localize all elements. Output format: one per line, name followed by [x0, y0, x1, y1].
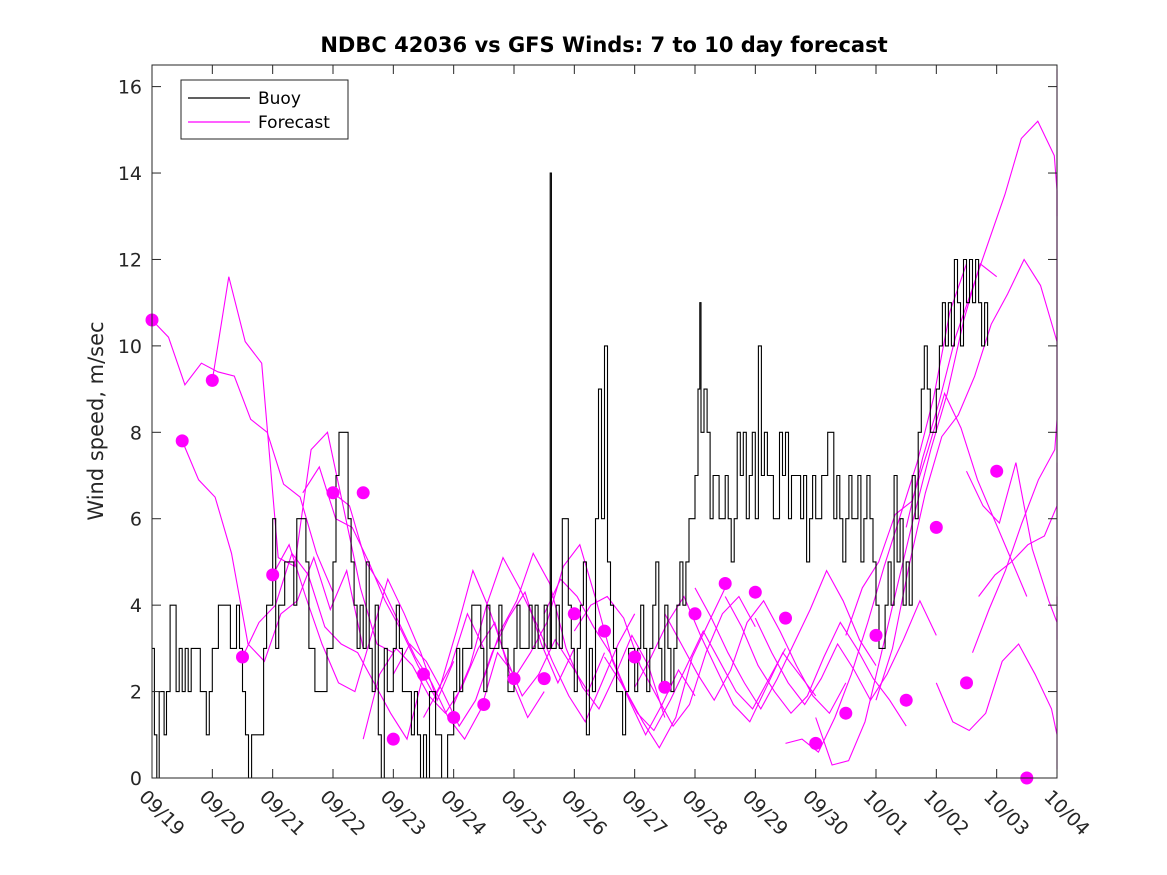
forecast-point: [236, 650, 249, 664]
y-tick-label: 12: [118, 249, 142, 271]
forecast-point: [266, 568, 280, 582]
x-tick-label: 09/24: [436, 786, 490, 840]
forecast-point: [658, 680, 672, 694]
forecast-line: [694, 569, 877, 710]
x-tick-label: 09/30: [798, 786, 852, 840]
y-tick-label: 6: [130, 509, 142, 531]
x-tick-label: 09/27: [617, 786, 671, 840]
forecast-line: [302, 465, 485, 698]
forecast-point: [688, 607, 702, 621]
forecast-point: [718, 577, 732, 590]
y-tick-label: 14: [118, 163, 142, 185]
x-tick-label: 09/21: [255, 786, 309, 840]
forecast-point: [537, 672, 551, 686]
forecast-line: [543, 578, 726, 749]
x-tick-label: 09/25: [496, 786, 550, 840]
chart-title: NDBC 42036 vs GFS Winds: 7 to 10 day for…: [320, 33, 887, 57]
forecast-point: [417, 667, 430, 681]
forecast-point: [899, 693, 913, 707]
forecast-points-layer: [145, 313, 1034, 785]
x-tick-label: 09/28: [677, 786, 731, 840]
forecast-line: [604, 629, 786, 732]
forecast-line: [724, 596, 907, 727]
buoy-line: [152, 172, 989, 779]
forecast-point: [628, 650, 642, 664]
forecast-point: [356, 486, 370, 500]
legend-box: [180, 79, 349, 140]
forecast-point: [929, 520, 943, 534]
forecast-point: [809, 736, 823, 750]
x-tick-label: 09/22: [315, 786, 369, 840]
forecast-point: [869, 628, 883, 642]
forecast-point: [447, 711, 461, 724]
forecast-point: [326, 486, 340, 500]
y-tick-label: 4: [130, 595, 142, 617]
y-axis-label: Wind speed, m/sec: [84, 321, 108, 520]
y-tick-label: 2: [130, 682, 142, 704]
forecast-line: [815, 262, 998, 766]
x-tick-label: 10/03: [979, 786, 1033, 840]
forecast-line: [754, 599, 937, 706]
legend-forecast-label: Forecast: [258, 113, 330, 133]
legend-buoy-label: Buoy: [258, 89, 301, 109]
forecast-point: [477, 698, 491, 711]
y-tick-label: 16: [118, 77, 142, 99]
forecast-line: [664, 599, 847, 715]
x-tick-label: 09/29: [738, 786, 792, 840]
x-tick-label: 10/04: [1039, 786, 1093, 840]
forecast-point: [507, 672, 521, 686]
y-axis: 0 2 4 6 8 10 12 14 16: [118, 77, 1057, 790]
x-tick-label: 09/23: [376, 786, 430, 840]
x-tick-label: 10/01: [858, 786, 912, 840]
forecast-point: [567, 607, 581, 621]
forecast-point: [779, 611, 792, 625]
y-tick-label: 0: [130, 768, 142, 790]
forecast-point: [990, 464, 1004, 478]
forecast-point: [205, 373, 219, 387]
forecast-point: [748, 585, 762, 599]
forecast-point: [386, 732, 400, 746]
forecast-point: [175, 434, 189, 448]
forecast-point: [960, 676, 973, 690]
y-tick-label: 10: [118, 336, 142, 358]
x-tick-label: 09/19: [134, 786, 188, 840]
forecast-line: [211, 276, 394, 654]
y-tick-label: 8: [130, 422, 142, 444]
x-tick-label: 09/20: [195, 786, 249, 840]
x-tick-label: 09/26: [557, 786, 611, 840]
forecast-point: [839, 706, 853, 720]
legend: Buoy Forecast: [180, 79, 349, 140]
forecast-point: [598, 624, 611, 638]
plot-frame: [151, 64, 1058, 779]
x-tick-label: 10/02: [919, 786, 973, 840]
forecast-line: [272, 543, 455, 702]
